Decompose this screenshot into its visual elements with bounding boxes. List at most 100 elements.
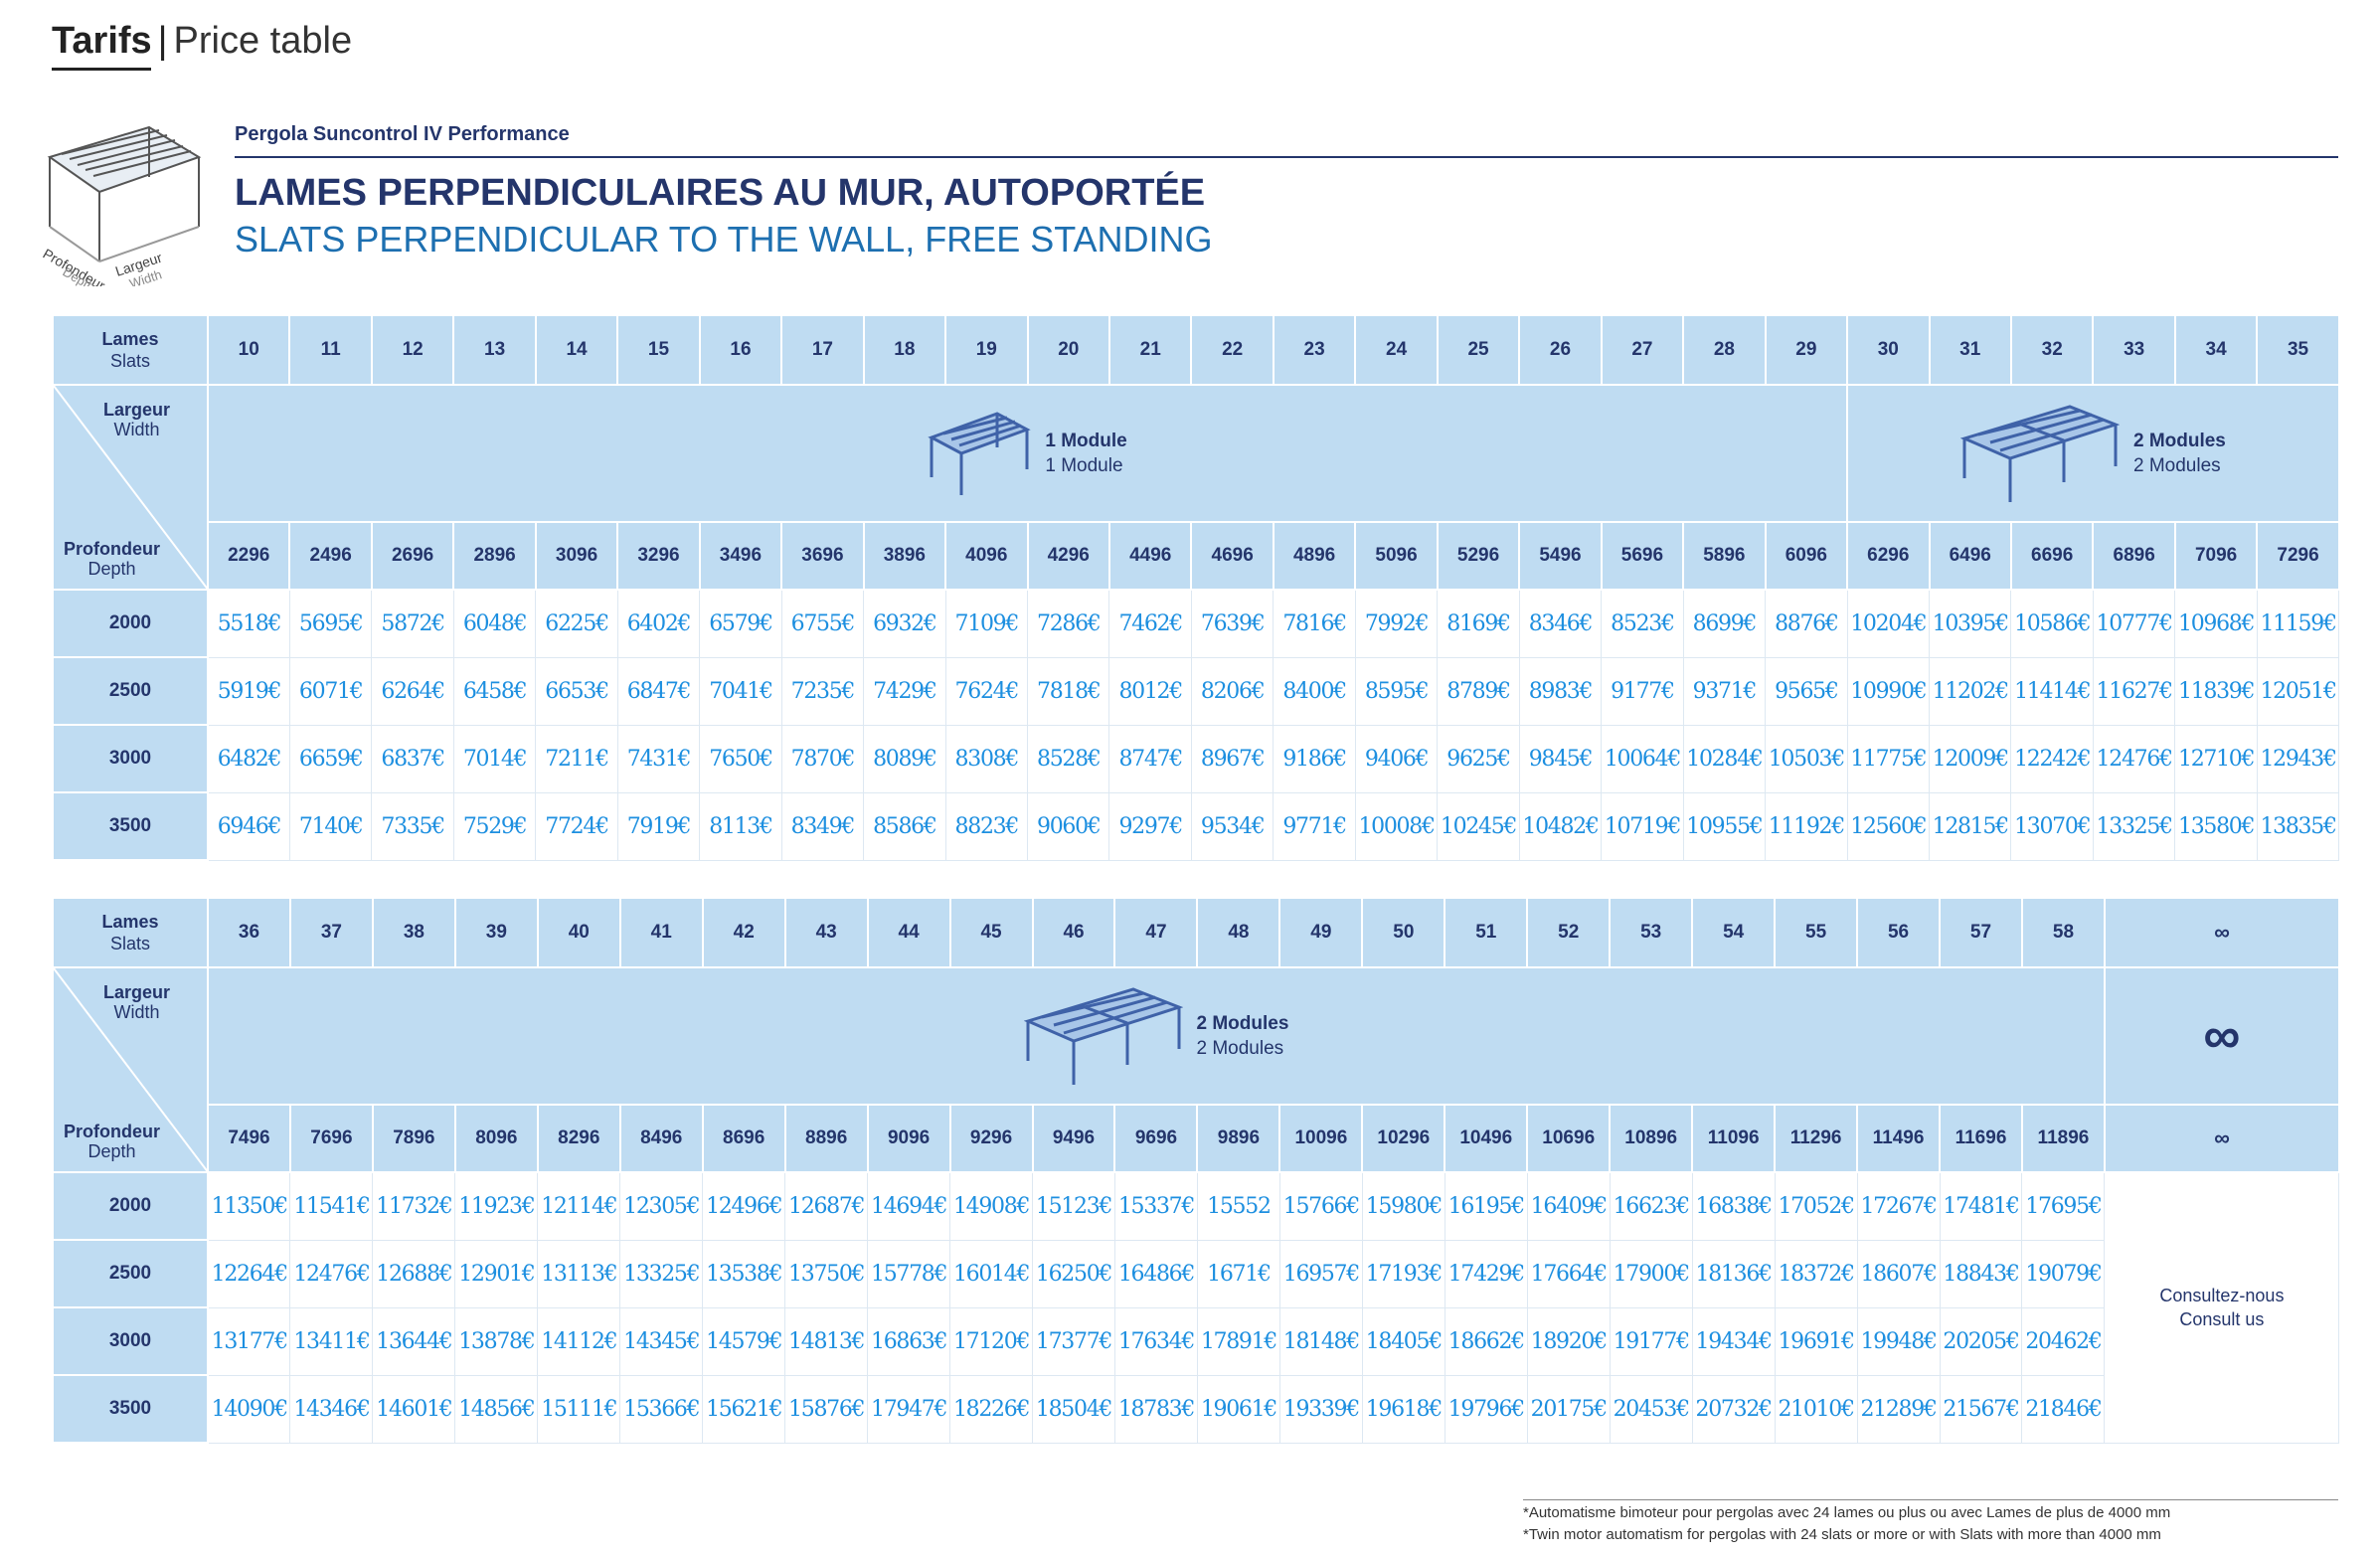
profondeur-label: Profondeur [64,1122,160,1141]
width-value-cell: 11696 [1939,1104,2023,1173]
slat-count-cell: 47 [1113,897,1199,968]
width-value-cell: 9296 [948,1104,1034,1173]
heading-fr: LAMES PERPENDICULAIRES AU MUR, AUTOPORTÉ… [235,172,1206,214]
dimension-label-cell: Largeur Width Profondeur Depth [52,384,209,591]
price-cell: 20453€ [1609,1374,1693,1444]
width-value-cell: 7896 [371,1104,456,1173]
width-value-cell: 6496 [1928,521,2012,591]
price-cell: 8789€ [1437,656,1520,726]
width-value-cell: 9496 [1031,1104,1116,1173]
price-cell: 21010€ [1774,1374,1858,1444]
price-cell: 6071€ [288,656,373,726]
price-cell: 7816€ [1273,589,1356,658]
price-cell: 7529€ [452,791,537,861]
slat-count-cell: 26 [1518,314,1603,386]
slat-count-cell: 16 [698,314,783,386]
price-cell: 17377€ [1032,1306,1115,1376]
price-cell: 12305€ [619,1171,704,1241]
price-cell: 8206€ [1190,656,1275,726]
price-cell: 19618€ [1361,1374,1445,1444]
price-cell: 7724€ [535,791,618,861]
price-cell: 8983€ [1518,656,1603,726]
price-cell: 17120€ [949,1306,1034,1376]
price-cell: 16486€ [1113,1239,1198,1308]
price-cell: 8308€ [944,724,1029,793]
consult-fr: Consultez-nous [2159,1286,2285,1306]
price-cell: 12496€ [702,1171,786,1241]
slats-row: Lames Slats 10 11 12 13 14 15 16 17 18 19 20 21 22 23… [52,314,2340,386]
price-cell: 5919€ [207,656,290,726]
price-cell: 17052€ [1774,1171,1858,1241]
price-cell: 16863€ [867,1306,951,1376]
price-cell: 17634€ [1113,1306,1198,1376]
price-cell: 10503€ [1765,724,1848,793]
price-cell: 6402€ [616,589,701,658]
price-cell: 12710€ [2174,724,2258,793]
width-value-cell: 7696 [288,1104,374,1173]
price-cell: 10586€ [2010,589,2094,658]
price-cell: 16623€ [1609,1171,1693,1241]
price-cell: 17947€ [867,1374,951,1444]
largeur-label: Largeur [103,982,171,1002]
price-cell: 7335€ [371,791,454,861]
slat-count-cell: 42 [701,897,786,968]
price-cell: 18136€ [1691,1239,1776,1308]
price-row: 3000 13177€ 13411€ 13644€ 13878€ 14112€ 14345€… [52,1306,2339,1376]
width-value-cell: 4096 [944,521,1029,591]
slat-count-cell: 48 [1196,897,1281,968]
price-cell: 7140€ [288,791,373,861]
largeur-label: Largeur [103,400,171,420]
page-title: Tarifs | Price table [52,20,352,63]
price-cell: 13325€ [2092,791,2176,861]
price-cell: 12051€ [2256,656,2340,726]
price-cell: 9186€ [1273,724,1356,793]
price-cell: 8400€ [1273,656,1356,726]
price-cell: 14346€ [289,1374,374,1444]
slat-count-cell: 29 [1764,314,1849,386]
two-modules-label-fr: 2 Modules [2132,431,2226,451]
slat-count-cell: 45 [948,897,1034,968]
price-table-1: Lames Slats 10 11 12 13 14 15 16 17 18 19 20 21 22 23… [52,314,2340,861]
price-cell: 6579€ [699,589,782,658]
product-name: Pergola Suncontrol IV Performance [235,123,2338,158]
width-value-cell: 9896 [1196,1104,1281,1173]
price-cell: 8586€ [863,791,946,861]
price-cell: 17429€ [1444,1239,1528,1308]
price-cell: 12901€ [454,1239,539,1308]
slat-count-cell: 55 [1774,897,1859,968]
price-row: 2500 5919€ 6071€ 6264€ 6458€ 6653€ 6847€ 7041€ 7… [52,656,2340,726]
price-cell: 15876€ [784,1374,869,1444]
slat-count-cell: 56 [1856,897,1942,968]
width-value-cell: 5696 [1600,521,1685,591]
price-cell: 11923€ [454,1171,539,1241]
two-modules-icon [1959,405,2120,502]
width-value-cell: 4896 [1272,521,1357,591]
price-cell: 6225€ [535,589,618,658]
price-cell: 11159€ [2256,589,2340,658]
slat-count-cell: 30 [1846,314,1931,386]
price-cell: 8346€ [1518,589,1603,658]
price-cell: 11541€ [289,1171,374,1241]
slat-count-cell: 17 [780,314,865,386]
width-value-cell: 11296 [1774,1104,1859,1173]
price-cell: 8169€ [1437,589,1520,658]
width-value-cell: 7096 [2173,521,2259,591]
price-cell: 7818€ [1027,656,1110,726]
heading-en: SLATS PERPENDICULAR TO THE WALL, FREE ST… [235,219,1213,260]
width-value-cell: 7496 [207,1104,291,1173]
price-cell: 13750€ [784,1239,869,1308]
price-cell: 7624€ [944,656,1029,726]
footnote-en: *Twin motor automatism for pergolas with… [1523,1526,2161,1543]
price-cell: 18662€ [1444,1306,1528,1376]
profondeur-label-group: Profondeur Depth [64,1122,160,1161]
consult-us-cell: Consultez-nous Consult us [2104,1171,2340,1444]
profondeur-label-group: Profondeur Depth [64,539,160,579]
consult-en: Consult us [2179,1309,2265,1330]
depth-value-cell: 3500 [52,1374,209,1444]
price-cell: 8113€ [699,791,782,861]
slat-count-cell: 46 [1031,897,1116,968]
slats-row: Lames Slats 36 37 38 39 40 41 42 43 44 45 46 47 48 49… [52,897,2340,968]
price-cell: 21289€ [1856,1374,1941,1444]
price-cell: 10990€ [1846,656,1931,726]
slat-count-cell: 53 [1609,897,1694,968]
